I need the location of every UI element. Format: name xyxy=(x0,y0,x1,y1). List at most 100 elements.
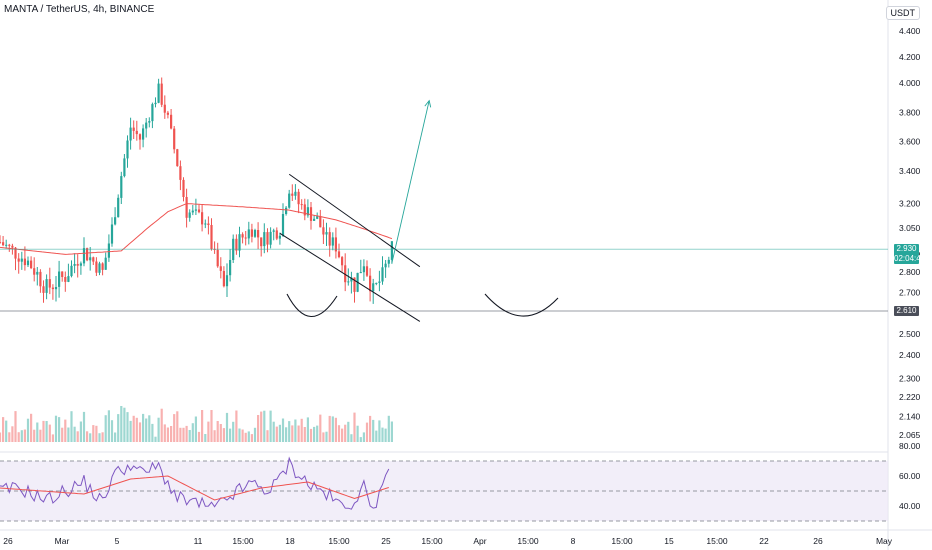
price-tick-label: 2.800 xyxy=(899,267,921,277)
volume-bar xyxy=(101,432,104,442)
candle-body xyxy=(70,265,73,277)
volume-bar xyxy=(309,428,313,442)
volume-bar xyxy=(154,436,157,442)
volume-bar xyxy=(313,426,316,442)
price-tick-label: 2.400 xyxy=(899,350,921,360)
candle-body xyxy=(222,271,225,287)
volume-bar xyxy=(70,411,73,442)
time-tick-label: 15:00 xyxy=(328,536,350,546)
price-tick-label: 2.500 xyxy=(899,329,921,339)
volume-bar xyxy=(17,432,20,442)
support-price-tag: 2.610 xyxy=(894,306,919,316)
candle-body xyxy=(11,245,14,248)
volume-bar xyxy=(5,420,8,442)
candle-body xyxy=(275,230,278,239)
projection-arrow[interactable] xyxy=(391,100,430,264)
candle-body xyxy=(26,260,30,266)
candle-body xyxy=(86,248,89,261)
time-tick-label: 8 xyxy=(571,536,576,546)
candle-body xyxy=(328,232,331,246)
volume-bar xyxy=(129,420,132,442)
time-tick-label: 15:00 xyxy=(232,536,254,546)
candle-body xyxy=(306,207,309,216)
volume-bar xyxy=(67,427,70,442)
volume-bar xyxy=(337,425,341,442)
candle-body xyxy=(384,263,387,268)
candle-body xyxy=(79,263,82,266)
countdown-timer: 02:04:47 xyxy=(894,254,926,263)
candle-body xyxy=(300,204,303,206)
volume-bar xyxy=(291,425,294,442)
price-tick-label: 3.050 xyxy=(899,223,921,233)
candle-body xyxy=(33,268,36,275)
volume-bar xyxy=(58,417,61,442)
rsi-ma-line xyxy=(0,475,389,501)
volume-bar xyxy=(157,417,160,442)
volume-bar xyxy=(238,428,241,442)
rounded-bottom-right[interactable] xyxy=(484,293,559,317)
volume-bar xyxy=(191,423,194,442)
volume-bar xyxy=(8,432,11,442)
currency-button[interactable]: USDT xyxy=(885,6,920,20)
volume-bar xyxy=(20,430,23,442)
candle-body xyxy=(42,286,45,293)
volume-bar xyxy=(356,425,359,442)
volume-bar xyxy=(120,406,123,442)
channel-lower-line[interactable] xyxy=(279,232,421,322)
volume-bar xyxy=(194,416,197,442)
price-tick-label: 2.300 xyxy=(899,373,921,383)
symbol-title[interactable]: MANTA / TetherUS, 4h, BINANCE xyxy=(4,4,155,15)
candle-body xyxy=(76,264,79,266)
rounded-bottom-left[interactable] xyxy=(286,293,338,318)
candle-body xyxy=(331,237,334,246)
candle-body xyxy=(129,127,132,141)
candle-body xyxy=(322,227,325,235)
volume-bar xyxy=(266,430,269,442)
candle-body xyxy=(98,263,101,273)
volume-bar xyxy=(225,412,229,442)
time-tick-label: 15 xyxy=(664,536,674,546)
time-axis[interactable]: 26 Mar 5 11 15:00 18 15:00 25 15:00 Apr 15:00 8 15:0… xyxy=(3,536,893,546)
volume-bar xyxy=(23,429,26,442)
volume-bar xyxy=(285,427,288,442)
volume-bar xyxy=(390,421,393,442)
candle-body xyxy=(197,209,201,213)
price-tick-label: 2.220 xyxy=(899,392,921,402)
candle-body xyxy=(344,265,347,283)
price-tick-label: 3.400 xyxy=(899,166,921,176)
time-tick-label: 26 xyxy=(3,536,13,546)
candle-body xyxy=(179,166,182,180)
volume-bar xyxy=(114,432,117,442)
volume-bar xyxy=(222,428,225,442)
candle-body xyxy=(114,217,117,225)
candle-body xyxy=(316,216,319,219)
volume-bar xyxy=(170,426,173,442)
volume-bar xyxy=(387,415,390,442)
candle-body xyxy=(353,277,356,292)
candle-body xyxy=(188,212,191,218)
volume-bar xyxy=(306,417,309,442)
rsi-tick-label: 80.00 xyxy=(899,441,921,451)
volume-bar xyxy=(82,411,86,442)
volume-bar xyxy=(210,410,213,442)
volume-bar xyxy=(207,421,210,442)
candle-body xyxy=(201,212,204,225)
time-tick-label: 5 xyxy=(115,536,120,546)
volume-bar xyxy=(2,417,5,442)
candle-body xyxy=(48,279,51,288)
time-tick-label: 25 xyxy=(381,536,391,546)
volume-bar xyxy=(365,422,369,442)
rsi-tick-label: 40.00 xyxy=(899,501,921,511)
volume-bar xyxy=(33,429,36,442)
volume-bar xyxy=(303,427,306,442)
volume-bar xyxy=(250,434,253,442)
price-axis[interactable]: 4.400 4.200 4.000 3.800 3.600 3.400 3.200 3.050… xyxy=(899,26,921,440)
volume-bar xyxy=(288,421,291,442)
channel-upper-line[interactable] xyxy=(288,173,421,268)
volume-bar xyxy=(79,421,82,442)
candle-body xyxy=(185,197,188,218)
time-tick-label: 15:00 xyxy=(421,536,443,546)
candle-body xyxy=(319,216,322,228)
candle-body xyxy=(163,104,166,113)
